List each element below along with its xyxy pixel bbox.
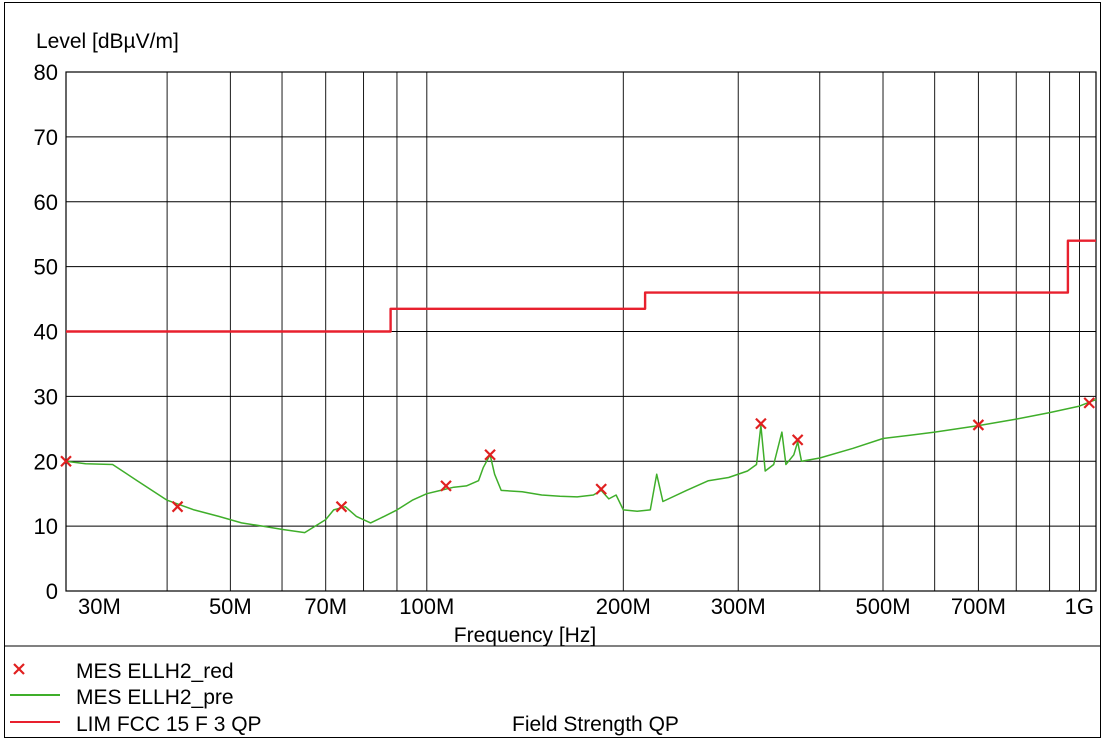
y-tick-label-5: 50 bbox=[34, 255, 58, 280]
x-tick-label-7: 700M bbox=[951, 594, 1006, 619]
x-tick-label-3: 100M bbox=[399, 594, 454, 619]
x-tick-label-0: 30M bbox=[78, 594, 121, 619]
y-tick-label-3: 30 bbox=[34, 384, 58, 409]
y-tick-label-1: 10 bbox=[34, 514, 58, 539]
x-tick-label-1: 50M bbox=[209, 594, 252, 619]
legend-label-0: MES ELLH2_red bbox=[76, 660, 234, 683]
x-tick-label-6: 500M bbox=[855, 594, 910, 619]
x-tick-label-5: 300M bbox=[711, 594, 766, 619]
x-tick-label-4: 200M bbox=[596, 594, 651, 619]
y-tick-labels: 0 10 20 30 40 50 60 70 80 bbox=[34, 60, 58, 604]
x-tick-labels: 30M 50M 70M 100M 200M 300M 500M 700M 1G bbox=[78, 594, 1094, 619]
y-tick-label-7: 70 bbox=[34, 125, 58, 150]
legend-marker-swatch bbox=[14, 664, 24, 674]
y-tick-label-0: 0 bbox=[46, 579, 58, 604]
x-tick-label-2: 70M bbox=[304, 594, 347, 619]
legend-label-2: LIM FCC 15 F 3 QP bbox=[76, 713, 262, 736]
y-tick-label-2: 20 bbox=[34, 449, 58, 474]
y-tick-label-8: 80 bbox=[34, 60, 58, 85]
y-tick-label-6: 60 bbox=[34, 190, 58, 215]
y-tick-label-4: 40 bbox=[34, 320, 58, 345]
legend-label-1: MES ELLH2_pre bbox=[76, 686, 234, 709]
y-axis-label: Level [dBµV/m] bbox=[36, 30, 179, 53]
x-axis-label: Frequency [Hz] bbox=[454, 624, 596, 647]
legend-caption: Field Strength QP bbox=[512, 713, 679, 736]
x-tick-label-8: 1G bbox=[1065, 594, 1094, 619]
legend: MES ELLH2_red MES ELLH2_pre LIM FCC 15 F 3… bbox=[10, 660, 262, 736]
